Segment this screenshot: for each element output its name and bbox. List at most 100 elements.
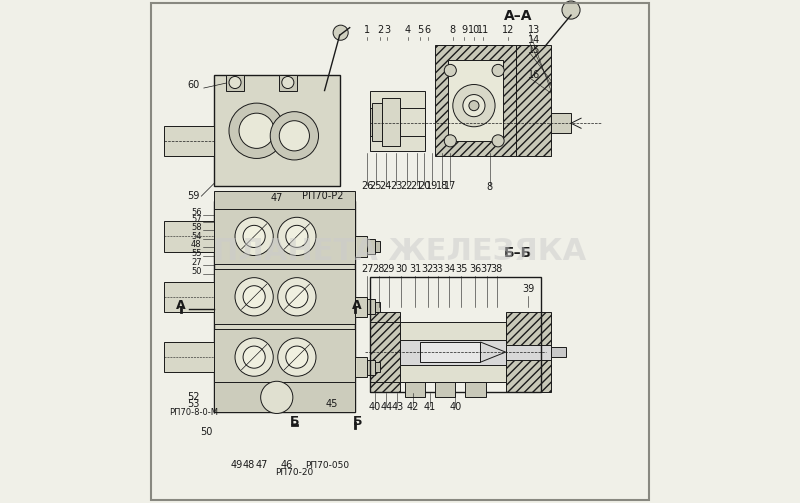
Text: 32: 32	[422, 264, 434, 274]
Text: 1: 1	[364, 25, 370, 35]
Text: А: А	[176, 299, 186, 312]
Text: Б: Б	[290, 415, 299, 428]
Bar	[163, 221, 214, 252]
Polygon shape	[481, 342, 506, 362]
Text: 27: 27	[191, 258, 202, 267]
Bar	[367, 239, 375, 254]
Circle shape	[286, 286, 308, 308]
Circle shape	[243, 346, 265, 368]
Bar	[506, 312, 551, 392]
Text: 21: 21	[410, 181, 422, 191]
Bar	[420, 342, 481, 362]
Bar	[163, 126, 214, 156]
Text: 36: 36	[470, 264, 482, 274]
Circle shape	[278, 278, 316, 316]
Text: 42: 42	[406, 402, 418, 412]
Text: 29: 29	[382, 264, 395, 274]
Bar	[506, 345, 551, 360]
Text: Б: Б	[353, 415, 362, 428]
Text: 20: 20	[418, 181, 430, 191]
Circle shape	[444, 135, 456, 147]
Bar	[400, 340, 506, 365]
Circle shape	[235, 338, 274, 376]
Circle shape	[261, 381, 293, 413]
Text: 14: 14	[528, 35, 540, 45]
Bar	[214, 269, 354, 324]
Bar	[435, 382, 455, 397]
Bar	[354, 297, 367, 317]
Text: 57: 57	[191, 215, 202, 224]
Bar	[435, 45, 516, 156]
Text: РП70-20: РП70-20	[275, 468, 314, 477]
Text: 43: 43	[391, 402, 404, 412]
Text: 24: 24	[380, 181, 392, 191]
Circle shape	[463, 95, 485, 117]
Text: 56: 56	[191, 208, 202, 217]
Bar	[372, 136, 382, 151]
Bar	[400, 322, 506, 382]
Circle shape	[235, 278, 274, 316]
Text: 23: 23	[390, 181, 402, 191]
Text: 11: 11	[477, 25, 489, 35]
Text: 5: 5	[417, 25, 423, 35]
Text: 22: 22	[400, 181, 413, 191]
Bar	[354, 236, 367, 257]
Text: Б–Б: Б–Б	[504, 245, 532, 260]
Text: РП70-8-0-М: РП70-8-0-М	[170, 408, 218, 417]
Text: 40: 40	[450, 402, 462, 412]
Text: 47: 47	[255, 460, 268, 470]
Circle shape	[229, 76, 241, 89]
Circle shape	[444, 64, 456, 76]
Circle shape	[469, 101, 479, 111]
Circle shape	[270, 112, 318, 160]
Text: 6: 6	[425, 25, 430, 35]
Text: 12: 12	[502, 25, 514, 35]
Text: 55: 55	[191, 248, 202, 258]
Bar	[163, 282, 214, 312]
Bar	[375, 302, 380, 312]
Text: 8: 8	[486, 182, 493, 192]
Text: 26: 26	[361, 181, 374, 191]
Circle shape	[239, 113, 274, 148]
Text: 10: 10	[468, 25, 481, 35]
Bar	[551, 113, 571, 133]
Text: 28: 28	[373, 264, 385, 274]
Bar	[372, 103, 382, 141]
Bar	[400, 108, 425, 136]
Text: 18: 18	[436, 181, 448, 191]
Text: 31: 31	[409, 264, 422, 274]
Bar	[367, 360, 375, 375]
Bar	[448, 60, 503, 141]
Bar	[370, 91, 425, 151]
Text: 16: 16	[528, 70, 540, 80]
Text: 25: 25	[370, 181, 382, 191]
Text: 37: 37	[480, 264, 493, 274]
Text: 9: 9	[462, 25, 467, 35]
Circle shape	[278, 338, 316, 376]
Text: 54: 54	[191, 232, 202, 241]
Bar	[375, 362, 380, 372]
Text: 27: 27	[361, 264, 374, 274]
Text: 50: 50	[200, 427, 213, 437]
Bar	[163, 342, 214, 372]
Bar	[370, 108, 372, 136]
Text: РП70-050: РП70-050	[305, 461, 349, 470]
Circle shape	[286, 225, 308, 247]
Text: 48: 48	[191, 240, 202, 249]
Bar	[214, 209, 354, 264]
Text: 49: 49	[230, 460, 242, 470]
Bar	[354, 357, 367, 377]
Circle shape	[562, 1, 580, 19]
Bar	[370, 277, 541, 392]
Text: 35: 35	[455, 264, 467, 274]
Bar	[214, 201, 354, 412]
Circle shape	[286, 346, 308, 368]
Text: 53: 53	[187, 399, 200, 409]
Text: ПЛАНЕТА ЖЕЛЕЗЯКА: ПЛАНЕТА ЖЕЛЕЗЯКА	[214, 237, 586, 266]
Bar	[372, 96, 382, 106]
Text: 2: 2	[377, 25, 383, 35]
Text: 19: 19	[426, 181, 438, 191]
Text: 44: 44	[380, 402, 393, 412]
Circle shape	[492, 64, 504, 76]
Circle shape	[492, 135, 504, 147]
